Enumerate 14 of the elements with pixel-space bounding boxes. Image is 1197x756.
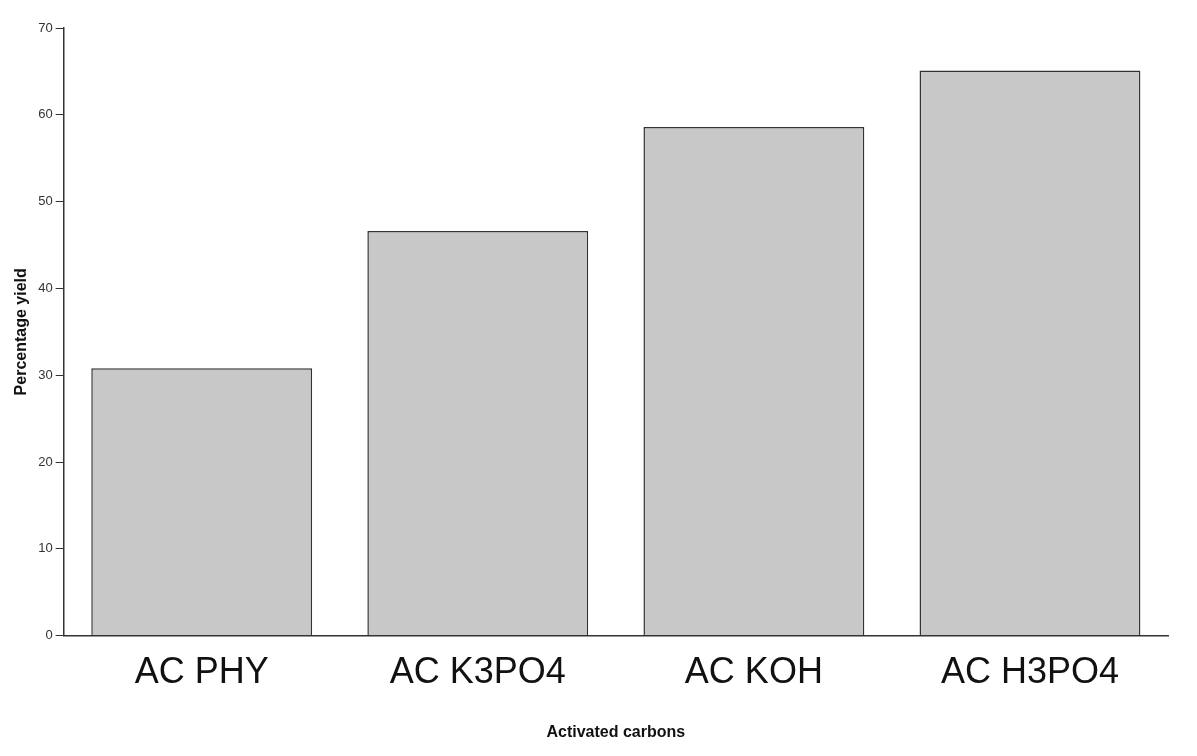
- x-tick-label: AC K3PO4: [389, 650, 566, 692]
- y-tick-label: 60: [38, 106, 53, 122]
- y-tick-label: 70: [38, 19, 53, 35]
- y-tick-label: 0: [45, 627, 53, 643]
- x-axis-title: Activated carbons: [546, 722, 686, 740]
- y-tick-label: 30: [38, 366, 53, 382]
- x-tick-label: AC KOH: [684, 650, 823, 692]
- x-tick-label: AC PHY: [134, 650, 269, 692]
- y-axis-title: Percentage yield: [12, 268, 30, 396]
- y-tick-label: 40: [38, 279, 53, 295]
- y-tick-label: 20: [38, 453, 53, 469]
- x-tick-label: AC H3PO4: [940, 650, 1119, 692]
- y-tick-label: 50: [38, 193, 53, 209]
- y-tick-label: 10: [38, 540, 53, 556]
